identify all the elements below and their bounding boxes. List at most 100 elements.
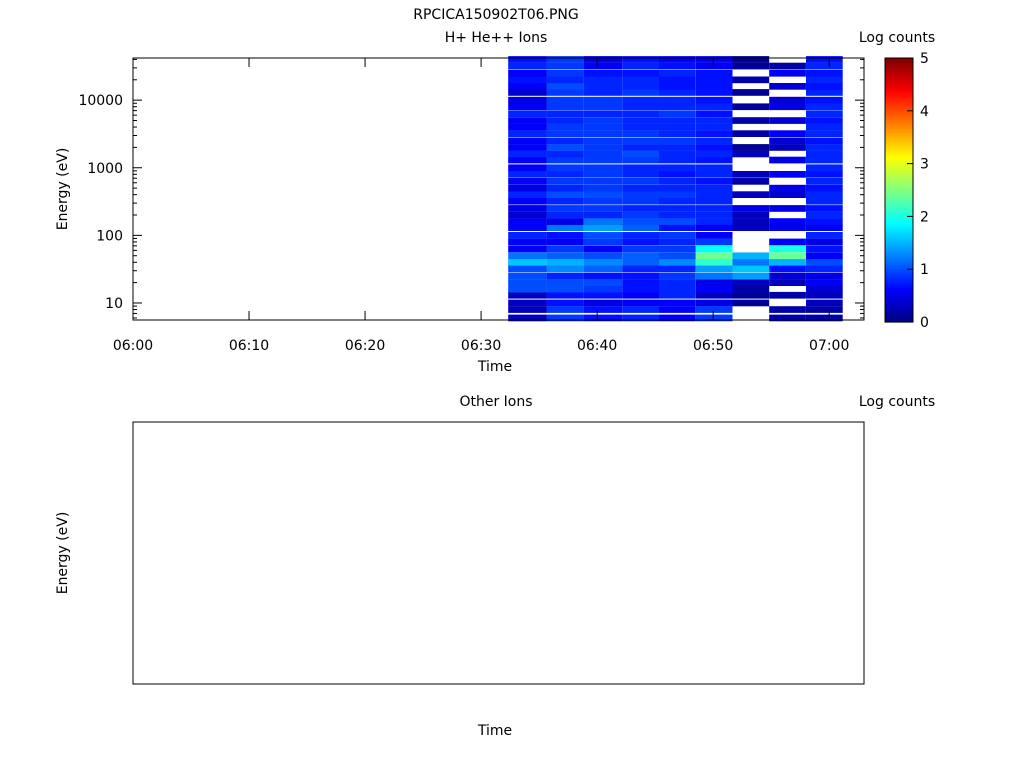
colorbar-step [885, 192, 913, 195]
heatmap-cell [622, 314, 659, 322]
heatmap-cell [806, 272, 843, 280]
heatmap-cell [622, 258, 659, 266]
colorbar-step [885, 115, 913, 118]
heatmap-cell [695, 314, 733, 322]
heatmap-cell [659, 144, 696, 151]
heatmap-cell [622, 252, 659, 260]
colorbar-step [885, 247, 913, 250]
heatmap-cell [695, 96, 733, 104]
heatmap-cell [695, 211, 733, 219]
colorbar-step [885, 137, 913, 140]
colorbar-step [885, 313, 913, 316]
colorbar-step [885, 209, 913, 213]
heatmap-cell [546, 252, 584, 260]
heatmap-cell [622, 110, 659, 118]
colorbar-step [885, 139, 913, 143]
colorbar-step [885, 286, 913, 290]
heatmap-cell [695, 245, 733, 253]
heatmap-cell [659, 191, 696, 198]
heatmap-cell [695, 69, 733, 77]
heatmap-cell [583, 184, 623, 192]
heatmap-cell [508, 117, 547, 124]
heatmap-cell [508, 69, 547, 77]
heatmap-cell [622, 238, 659, 246]
heatmap-cell [659, 96, 696, 104]
heatmap-cell [806, 299, 843, 307]
heatmap-cell [508, 144, 547, 151]
heatmap-cell [622, 123, 659, 131]
heatmap-cell [508, 279, 547, 286]
heatmap-cell [769, 137, 806, 145]
heatmap-cell [806, 279, 843, 286]
x-tick-label: 07:00 [809, 338, 849, 354]
heatmap-cell [806, 117, 843, 124]
panel-title: H+ He++ Ions [445, 30, 548, 46]
colorbar-step [885, 300, 913, 303]
colorbar-step [885, 229, 913, 233]
heatmap-cell [806, 291, 843, 299]
heatmap-cell [695, 197, 733, 205]
colorbar-step [885, 132, 913, 136]
colorbar-step [885, 80, 913, 83]
heatmap-cell [583, 117, 623, 124]
colorbar-step [885, 227, 913, 231]
colorbar-step [885, 84, 913, 88]
colorbar-step [885, 58, 913, 61]
heatmap-cell [732, 56, 770, 63]
colorbar-tick-label: 4 [920, 104, 929, 120]
heatmap-cell [508, 103, 547, 111]
colorbar-step [885, 267, 913, 270]
heatmap-cell [508, 299, 547, 307]
colorbar-step [885, 108, 913, 112]
heatmap-cell [583, 191, 623, 198]
heatmap-cell [659, 279, 696, 286]
heatmap-cell [546, 279, 584, 286]
heatmap-cell [583, 69, 623, 77]
colorbar-step [885, 99, 913, 103]
heatmap-cell [508, 285, 547, 293]
heatmap-cell [659, 285, 696, 293]
colorbar-step [885, 280, 913, 283]
heatmap-cell [546, 245, 584, 253]
colorbar-step [885, 119, 913, 123]
heatmap-cell [622, 232, 659, 239]
heatmap-cell [695, 184, 733, 192]
x-axis-label: Time [477, 723, 512, 739]
heatmap-cell [695, 103, 733, 111]
heatmap-cell [508, 62, 547, 70]
heatmap-cell [622, 224, 659, 231]
colorbar-step [885, 273, 913, 277]
heatmap-cell [659, 56, 696, 63]
heatmap-cell [769, 83, 806, 90]
heatmap-cell [769, 238, 806, 246]
heatmap-cell [508, 238, 547, 246]
heatmap-cell [732, 285, 770, 293]
heatmap-cell [622, 245, 659, 253]
heatmap-cell [769, 291, 806, 299]
colorbar-step [885, 253, 913, 257]
heatmap-cell [622, 205, 659, 212]
colorbar-step [885, 319, 913, 323]
colorbar-tick-label: 1 [920, 262, 929, 278]
colorbar-step [885, 236, 913, 239]
heatmap-cell [806, 238, 843, 246]
colorbar-step [885, 97, 913, 101]
heatmap-cell [732, 76, 770, 84]
heatmap-cell [622, 150, 659, 158]
heatmap-cell [622, 156, 659, 164]
colorbar-step [885, 187, 913, 191]
colorbar-step [885, 260, 913, 264]
heatmap-cell [769, 306, 806, 313]
heatmap-cell [806, 211, 843, 219]
y-axis-label: Energy (eV) [55, 512, 71, 595]
heatmap-cell [583, 103, 623, 111]
heatmap-cell [769, 252, 806, 260]
colorbar-step [885, 231, 913, 235]
x-tick-label: 06:50 [693, 338, 733, 354]
heatmap-cell [806, 83, 843, 90]
heatmap-cell [769, 156, 806, 164]
heatmap-cell [546, 171, 584, 178]
colorbar-step [885, 198, 913, 202]
heatmap-cell [508, 191, 547, 198]
colorbar-step [885, 223, 913, 226]
